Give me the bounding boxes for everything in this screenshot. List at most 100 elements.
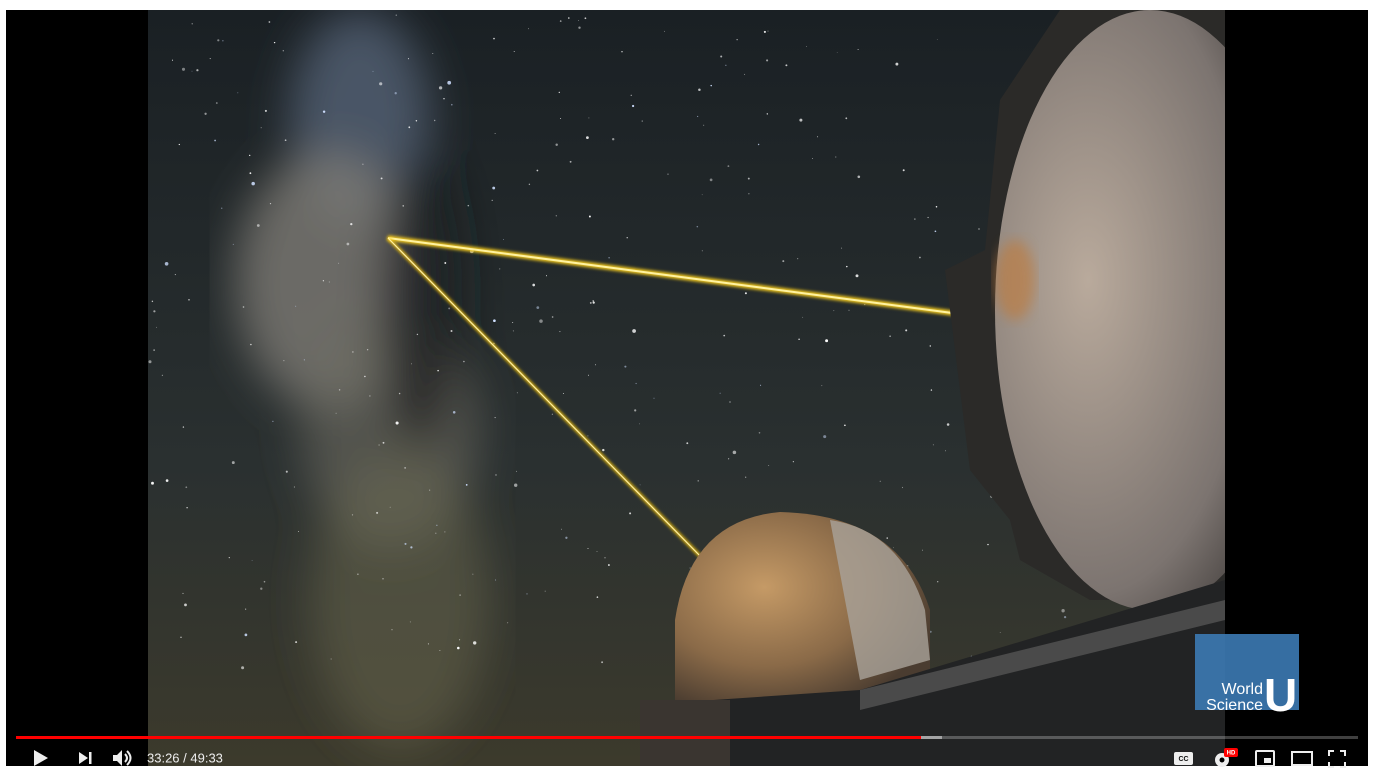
star — [922, 550, 923, 551]
star — [758, 144, 759, 145]
star — [285, 139, 287, 141]
star — [556, 215, 557, 216]
star — [448, 307, 450, 309]
star — [265, 110, 267, 112]
star — [621, 51, 622, 52]
star — [148, 360, 151, 363]
star — [459, 639, 460, 640]
star — [451, 104, 453, 106]
star — [586, 136, 589, 139]
star — [410, 621, 411, 622]
star — [237, 92, 238, 93]
star — [629, 512, 631, 514]
star — [408, 58, 409, 59]
star — [588, 548, 589, 549]
star — [493, 38, 495, 40]
star — [286, 471, 288, 473]
star — [443, 98, 444, 99]
star — [555, 143, 557, 145]
star — [183, 593, 184, 594]
star — [331, 659, 332, 660]
star — [232, 461, 235, 464]
star — [768, 465, 769, 466]
star — [156, 327, 157, 328]
star — [295, 641, 297, 643]
star — [513, 330, 514, 331]
star — [837, 52, 838, 53]
star — [880, 481, 881, 482]
star — [592, 300, 594, 302]
star — [634, 409, 636, 411]
star — [546, 275, 547, 276]
star — [631, 95, 632, 96]
star — [759, 432, 761, 434]
star — [165, 262, 169, 266]
star — [532, 284, 535, 287]
star — [545, 591, 546, 592]
star — [527, 593, 528, 594]
star — [152, 301, 153, 302]
star — [391, 629, 392, 630]
star — [927, 217, 928, 218]
star — [417, 334, 418, 335]
star — [373, 71, 374, 72]
star — [858, 49, 859, 50]
star — [893, 547, 894, 548]
star — [639, 423, 640, 424]
star — [514, 484, 517, 487]
star — [559, 92, 560, 93]
star — [507, 622, 508, 623]
star — [294, 486, 295, 487]
star — [785, 64, 787, 66]
page: World Science U 33:26 / 49:33 CC HD — [0, 0, 1375, 774]
star — [846, 266, 847, 267]
star — [186, 507, 187, 508]
star — [608, 564, 610, 566]
star — [357, 574, 358, 575]
star — [451, 330, 453, 332]
star — [529, 184, 530, 185]
star — [396, 421, 399, 424]
star — [404, 467, 406, 469]
star — [729, 401, 730, 402]
star — [597, 596, 599, 598]
star — [492, 200, 493, 201]
star — [473, 641, 476, 644]
star — [903, 169, 905, 171]
star — [914, 219, 915, 220]
star — [698, 88, 701, 91]
star — [416, 120, 417, 121]
star — [252, 560, 253, 561]
star — [444, 262, 446, 264]
star — [902, 487, 903, 488]
star — [703, 125, 704, 126]
star — [153, 349, 154, 350]
star — [602, 449, 604, 451]
star — [381, 177, 383, 179]
star — [180, 637, 181, 638]
star — [352, 351, 353, 352]
star — [436, 525, 437, 526]
star — [184, 604, 187, 607]
star — [560, 118, 561, 119]
star — [595, 364, 596, 365]
star — [217, 39, 219, 41]
star — [447, 81, 451, 85]
star — [439, 86, 442, 89]
time-display: 33:26 / 49:33 — [147, 750, 223, 765]
star — [439, 650, 440, 651]
captions-button[interactable]: CC — [1174, 752, 1193, 765]
star — [473, 574, 474, 575]
star — [396, 14, 397, 15]
star — [812, 158, 813, 159]
star — [233, 244, 234, 245]
star — [429, 490, 430, 491]
star — [185, 486, 187, 488]
star — [243, 306, 245, 308]
star — [323, 280, 324, 281]
star — [151, 482, 154, 485]
star — [587, 435, 588, 436]
star — [636, 383, 637, 384]
star — [710, 85, 711, 86]
star — [338, 263, 339, 264]
